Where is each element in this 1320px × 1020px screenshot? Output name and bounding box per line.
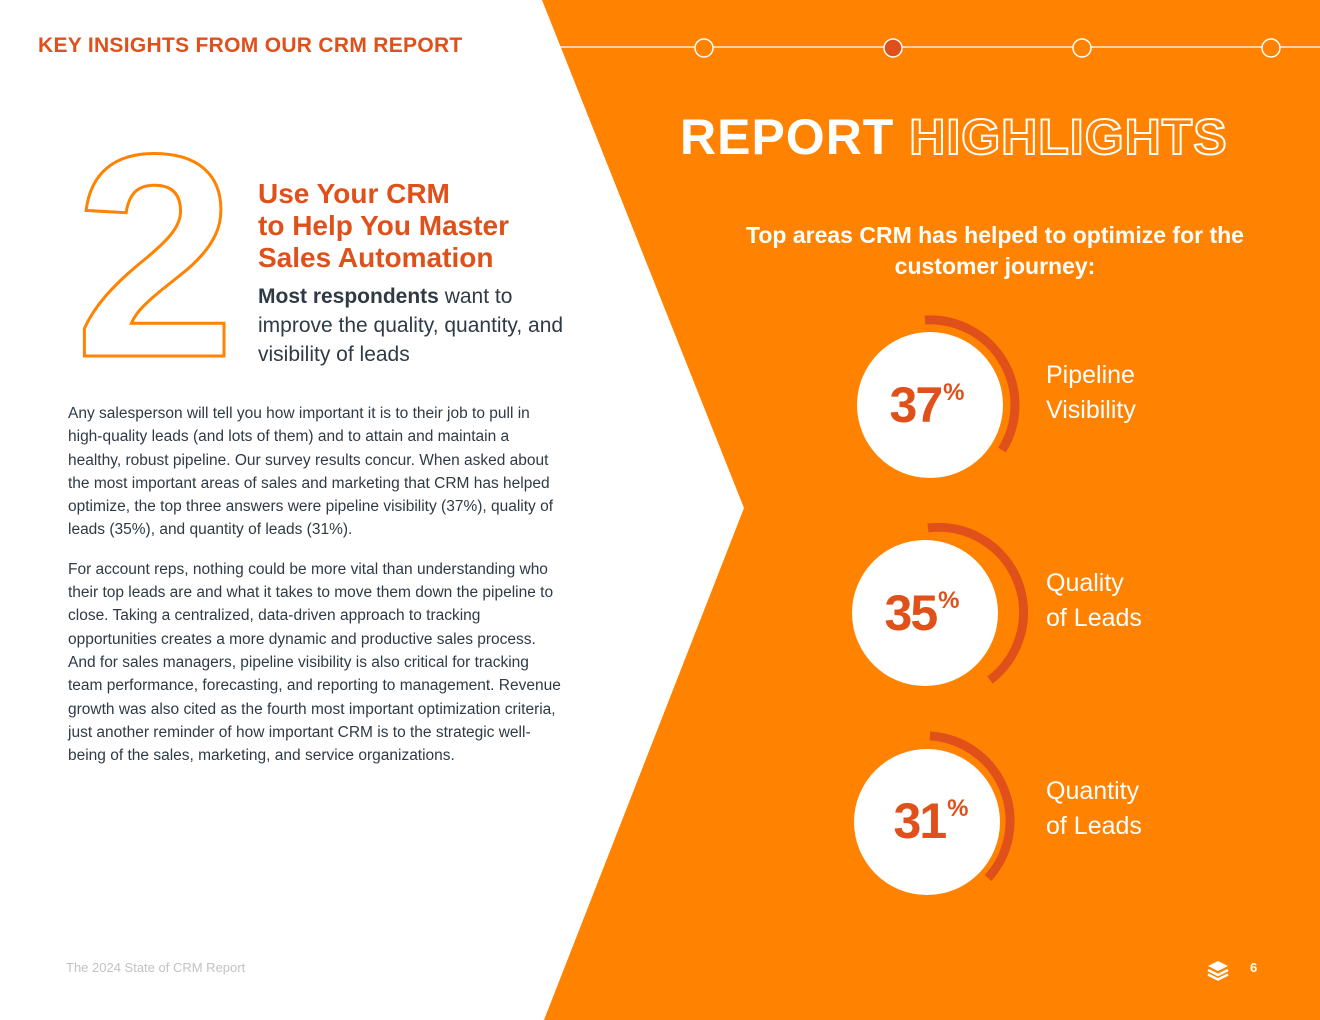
highlights-intro: Top areas CRM has helped to optimize for… [746,222,1244,279]
section-title-line-3: Sales Automation [258,242,494,273]
stat-value-number: 35 [884,585,939,641]
stat-label: Pipeline Visibility [1046,358,1246,428]
stat-ring [854,731,1015,895]
stat-value-unit: % [947,795,969,822]
highlights-title-solid: REPORT [680,109,895,165]
stat-label: Quality of Leads [1046,566,1246,636]
subhead-bold: Most respondents [258,285,439,308]
footer-report-name: The 2024 State of CRM Report [66,960,246,975]
layers-icon [1207,961,1229,981]
stat-label-line-2: Visibility [1046,396,1136,424]
progress-dot-2-active [883,38,903,58]
body-paragraph-1: Any salesperson will tell you how import… [68,405,554,539]
section-kicker: KEY INSIGHTS FROM OUR CRM REPORT [38,34,463,57]
stat-label-line-2: of Leads [1046,604,1142,632]
highlights-title-outline: HIGHLIGHTS [908,108,1228,166]
body-copy: Any salesperson will tell you how import… [68,402,563,783]
section-subhead: Most respondents want to improve the qua… [258,282,578,369]
stat-value-number: 31 [893,793,948,849]
body-paragraph-2: For account reps, nothing could be more … [68,560,561,765]
stat-ring [852,522,1029,686]
stat-value-unit: % [943,379,965,406]
stat-quantity-of-leads: 31% Quantity of Leads [830,726,1270,916]
page-number: 6 [1250,960,1258,975]
stat-pipeline-visibility: 37% Pipeline Visibility [830,310,1270,500]
stat-quality-of-leads: 35% Quality of Leads [830,518,1270,708]
progress-dot-1 [694,38,714,58]
section-title: Use Your CRM to Help You Master Sales Au… [258,178,578,274]
stat-label: Quantity of Leads [1046,774,1246,844]
highlights-title: REPORT HIGHLIGHTS [680,108,1300,166]
stat-value: 37% [852,376,1002,434]
stat-value-unit: % [938,587,960,614]
stat-value: 35% [847,584,997,642]
stat-label-line-1: Quantity [1046,777,1140,805]
stat-arc [924,315,1020,453]
section-number: 2 [74,142,235,368]
progress-dot-4 [1261,38,1281,58]
orange-chevron-panel [542,0,1320,1020]
stat-label-line-1: Quality [1046,569,1124,597]
section-title-line-2: to Help You Master [258,210,510,241]
subhead-rest: want to improve the quality, quantity, a… [258,285,564,366]
stat-arc [929,731,1015,882]
section-number-outline: 2 [73,142,237,368]
stat-label-line-2: of Leads [1046,812,1142,840]
progress-dot-3 [1072,38,1092,58]
stat-circle [852,540,998,686]
stat-label-line-1: Pipeline [1046,361,1135,389]
stat-value: 31% [856,792,1006,850]
stat-ring [857,315,1020,478]
stat-circle [854,749,1000,895]
stat-arc [927,522,1029,684]
stat-circle [857,332,1003,478]
section-title-line-1: Use Your CRM [258,178,450,209]
stat-value-number: 37 [889,377,944,433]
